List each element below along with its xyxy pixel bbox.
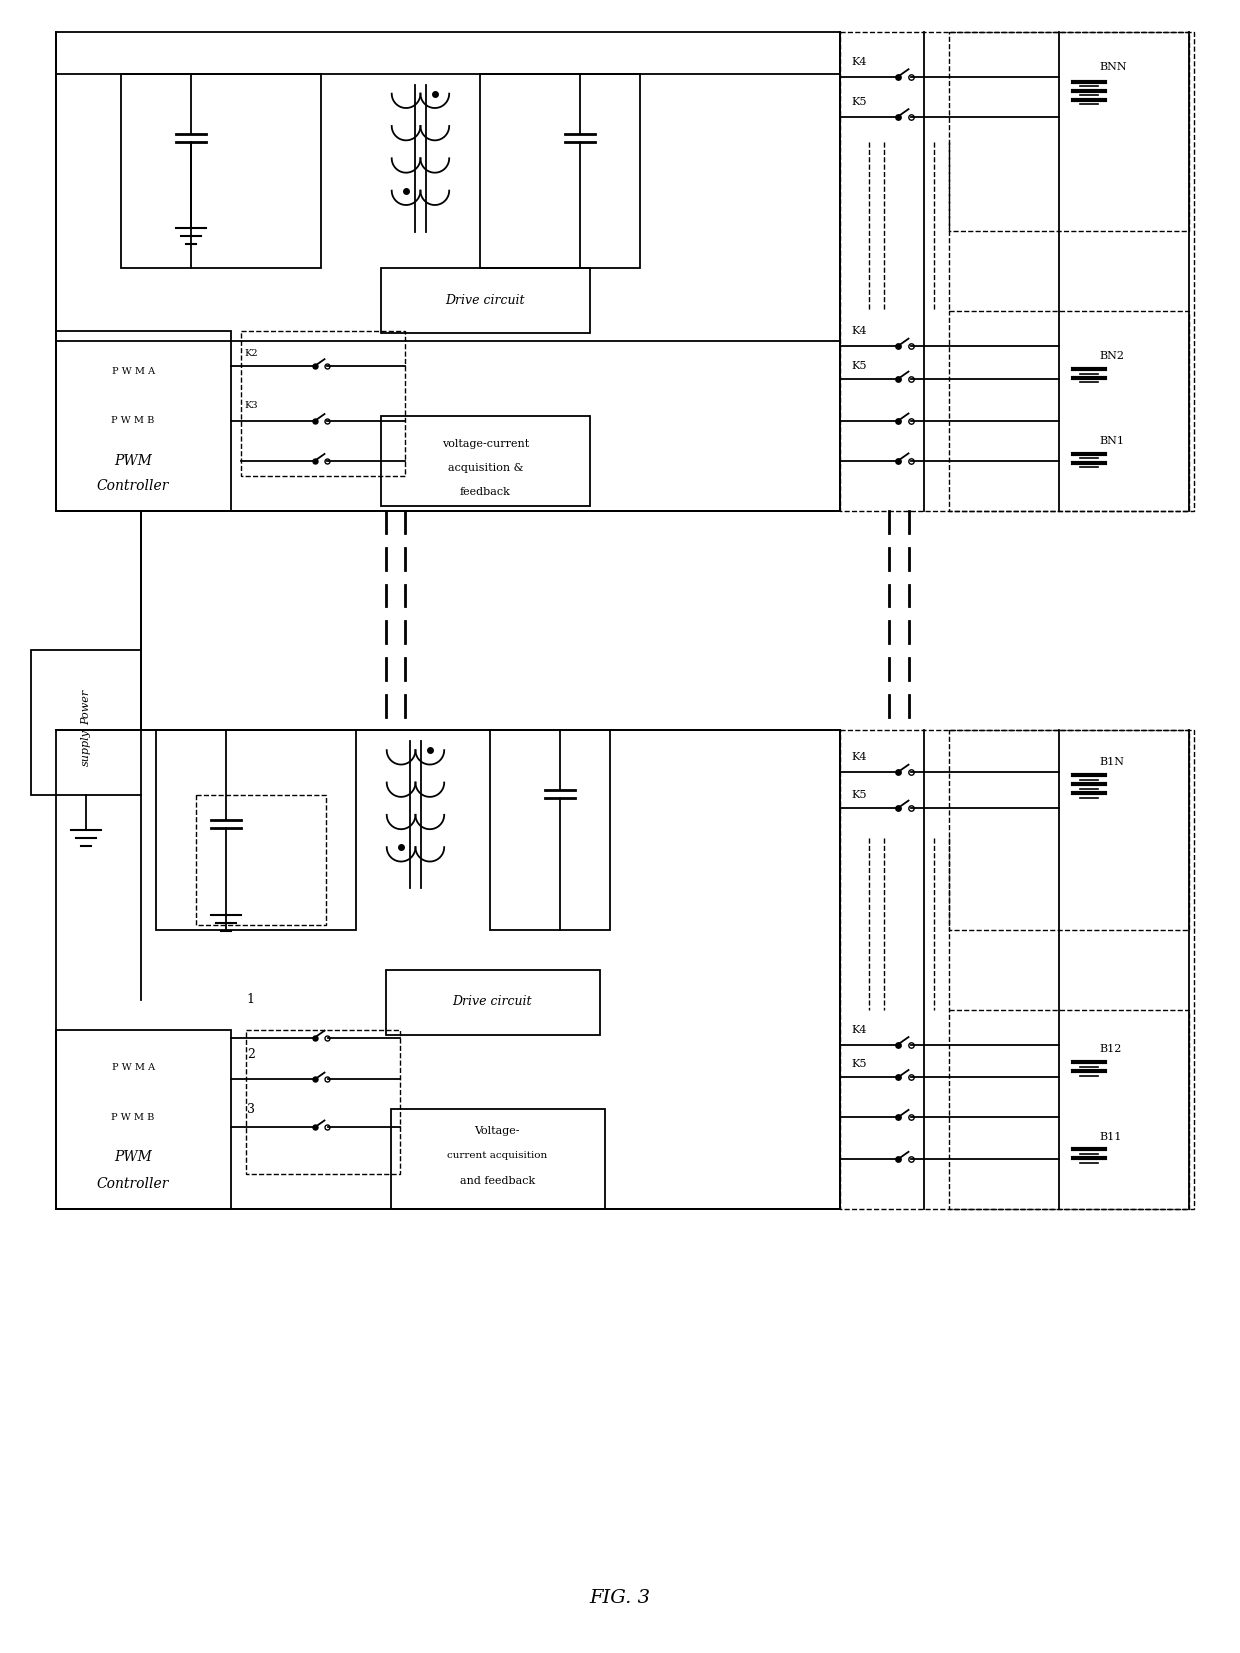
- Text: voltage-current: voltage-current: [441, 438, 529, 450]
- Bar: [381, 417, 590, 506]
- Bar: [950, 1010, 1189, 1208]
- Text: K5: K5: [852, 360, 867, 370]
- Bar: [56, 331, 231, 511]
- Bar: [196, 795, 326, 924]
- Text: P W M B: P W M B: [112, 1112, 155, 1122]
- Bar: [839, 31, 1194, 511]
- Bar: [56, 1030, 231, 1208]
- Text: Voltage-: Voltage-: [475, 1126, 520, 1136]
- Text: P W M B: P W M B: [112, 417, 155, 425]
- Text: K4: K4: [852, 1025, 867, 1035]
- Bar: [839, 731, 1194, 1208]
- Text: BN1: BN1: [1099, 436, 1123, 446]
- Text: 3: 3: [247, 1103, 255, 1116]
- Text: current acquisition: current acquisition: [448, 1150, 547, 1160]
- Text: 2: 2: [247, 1048, 254, 1061]
- Text: K5: K5: [852, 1060, 867, 1069]
- Text: PWM: PWM: [114, 455, 153, 468]
- Text: Drive circuit: Drive circuit: [453, 995, 532, 1008]
- Bar: [31, 650, 141, 795]
- Text: K3: K3: [244, 402, 258, 410]
- Bar: [156, 731, 356, 929]
- Text: Controller: Controller: [97, 1177, 170, 1192]
- Text: P W M A: P W M A: [112, 1063, 155, 1071]
- Bar: [391, 1109, 605, 1208]
- Text: K5: K5: [852, 96, 867, 107]
- Text: supply: supply: [81, 729, 92, 765]
- Text: PWM: PWM: [114, 1150, 153, 1164]
- Bar: [56, 31, 839, 511]
- Bar: [480, 74, 640, 268]
- Bar: [122, 74, 321, 268]
- Bar: [950, 731, 1189, 929]
- Text: 1: 1: [247, 993, 255, 1007]
- Text: K4: K4: [852, 752, 867, 762]
- Text: and feedback: and feedback: [460, 1177, 534, 1187]
- Text: BN2: BN2: [1099, 350, 1123, 360]
- Text: B1N: B1N: [1099, 757, 1123, 767]
- Text: feedback: feedback: [460, 486, 511, 498]
- Bar: [56, 731, 839, 1208]
- Bar: [246, 1030, 401, 1174]
- Text: B11: B11: [1099, 1132, 1121, 1142]
- Text: Controller: Controller: [97, 479, 170, 493]
- Text: K4: K4: [852, 326, 867, 336]
- Bar: [241, 331, 405, 476]
- Text: K2: K2: [244, 349, 258, 357]
- Text: FIG. 3: FIG. 3: [589, 1589, 651, 1607]
- Text: P W M A: P W M A: [112, 367, 155, 375]
- Text: K4: K4: [852, 56, 867, 66]
- Bar: [490, 731, 610, 929]
- Bar: [950, 31, 1189, 231]
- Text: B12: B12: [1099, 1045, 1121, 1055]
- Text: Drive circuit: Drive circuit: [445, 294, 525, 307]
- Text: K5: K5: [852, 790, 867, 800]
- Bar: [381, 268, 590, 334]
- Text: Power: Power: [81, 689, 92, 726]
- Text: acquisition &: acquisition &: [448, 463, 523, 473]
- Text: BNN: BNN: [1099, 61, 1127, 71]
- Bar: [386, 970, 600, 1035]
- Bar: [950, 311, 1189, 511]
